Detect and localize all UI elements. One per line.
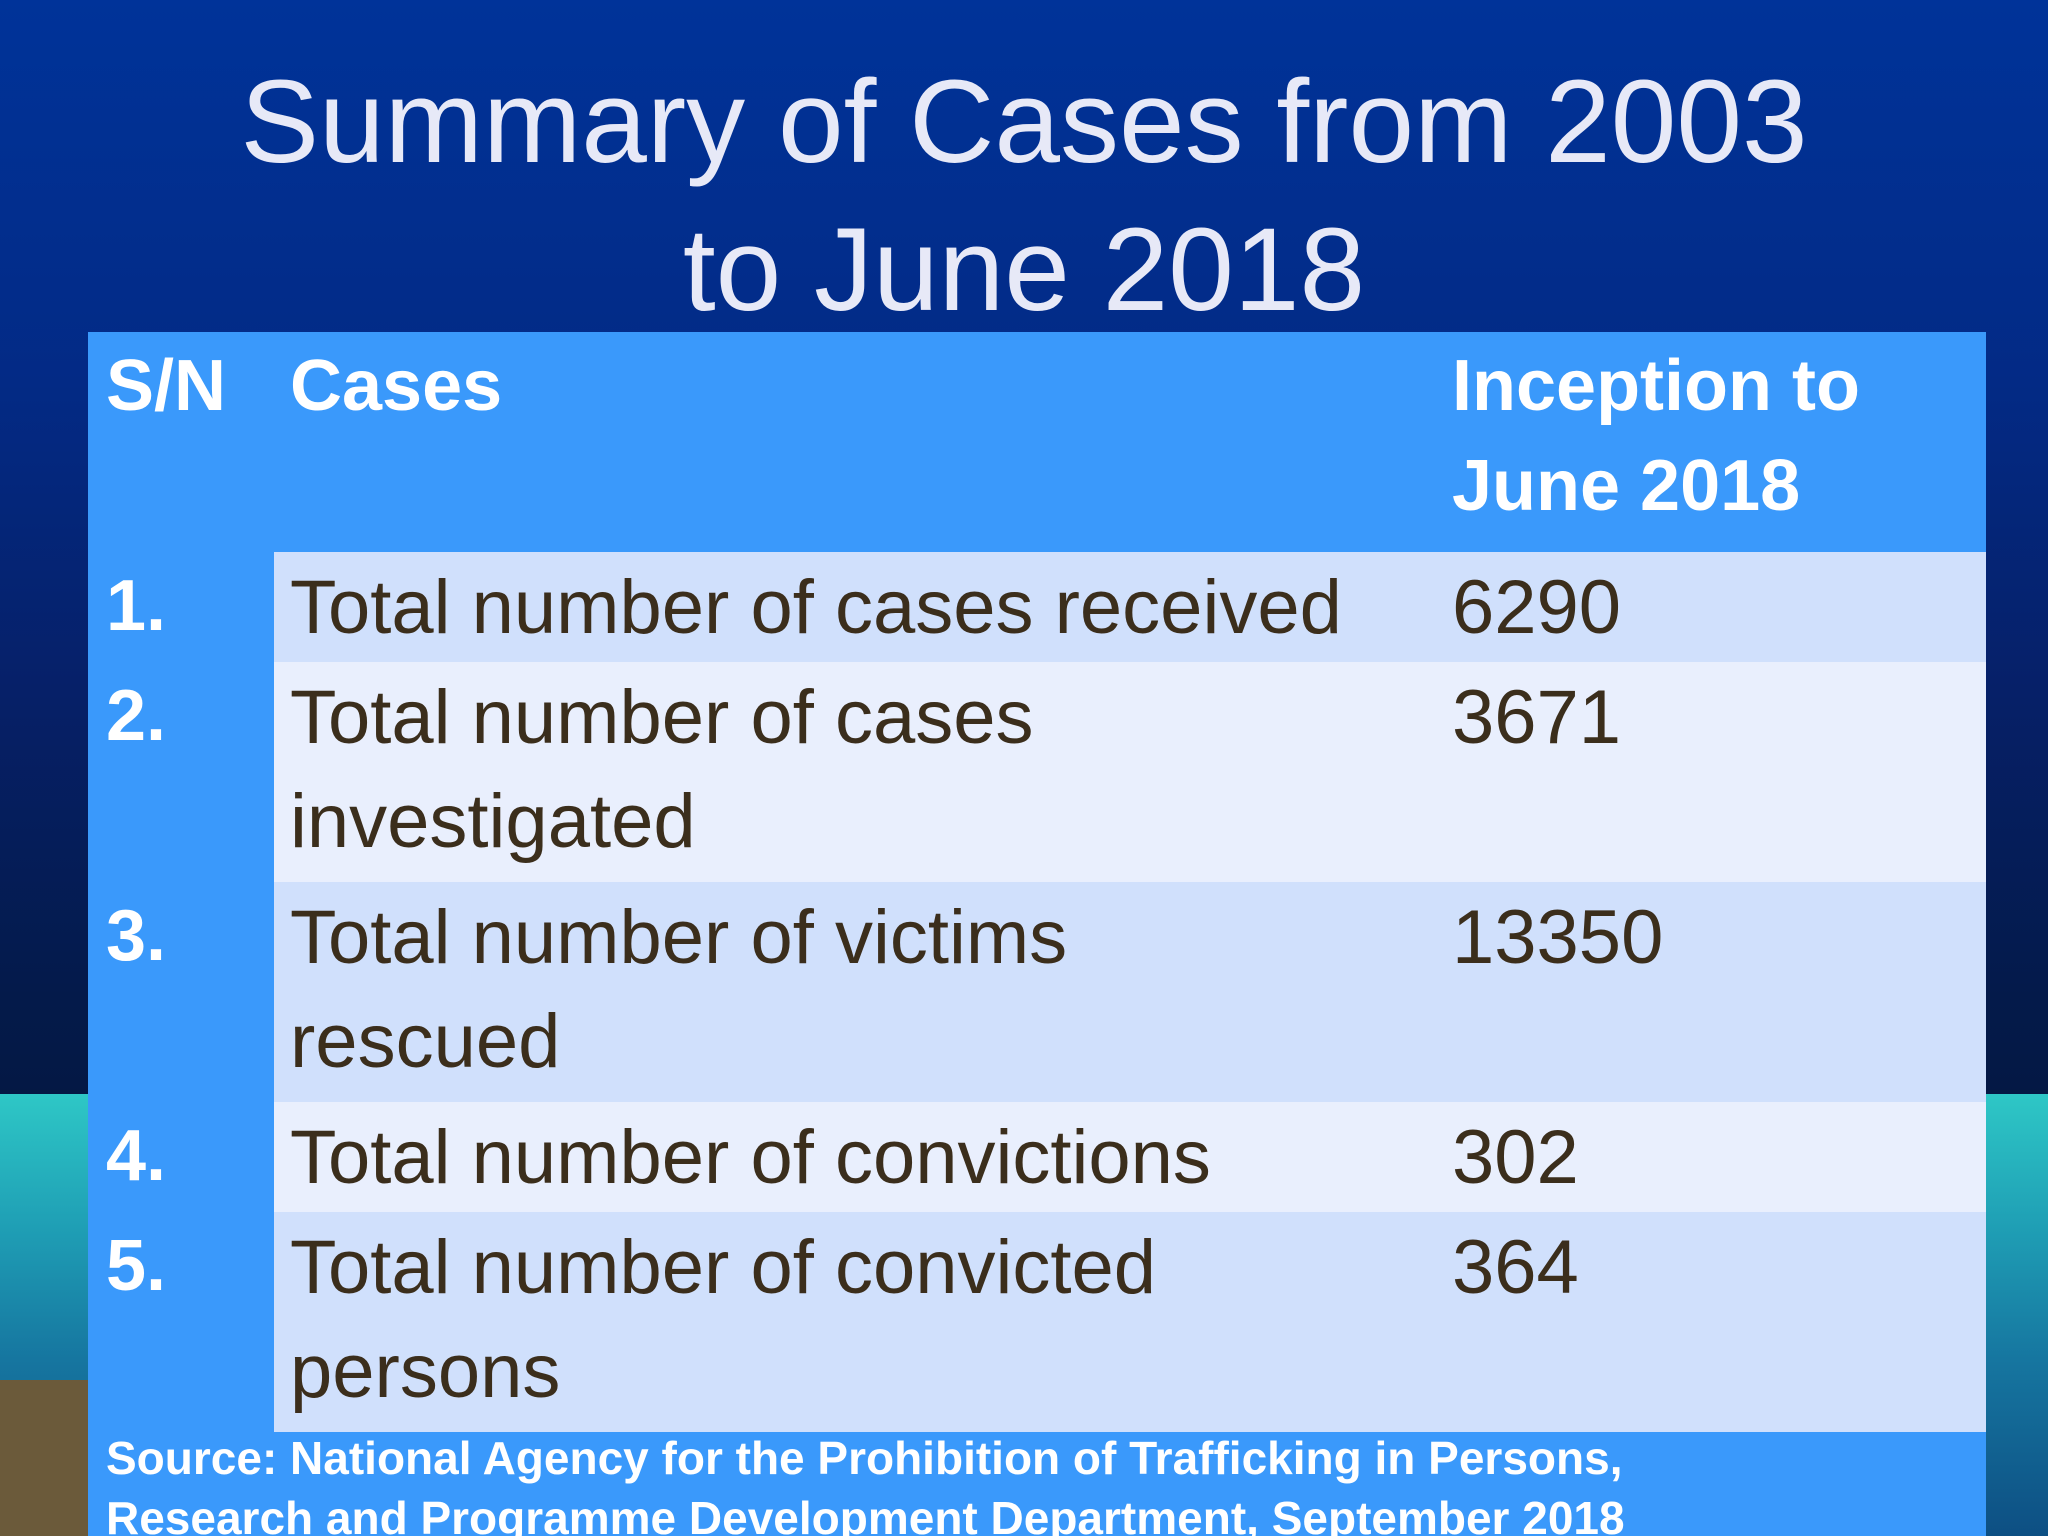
row-label: Total number of convicted persons — [290, 1216, 1470, 1424]
row-value: 3671 — [1452, 675, 1622, 760]
table-row: 5. Total number of convicted persons 364 — [88, 1212, 1986, 1432]
source-line-2: Research and Programme Development Depar… — [106, 1492, 1625, 1536]
row-label-line-1: Total number of convicted — [290, 1225, 1157, 1310]
header-inception-line-1: Inception to — [1452, 346, 1860, 426]
row-value: 364 — [1452, 1225, 1579, 1310]
row-background — [274, 1212, 1986, 1432]
table-row: 1. Total number of cases received 6290 — [88, 552, 1986, 662]
row-background — [274, 552, 1986, 662]
source-line-1: Source: National Agency for the Prohibit… — [106, 1432, 1623, 1484]
row-sn: 1. — [106, 566, 167, 646]
row-label: Total number of cases received — [290, 556, 1470, 660]
header-inception-line-2: June 2018 — [1452, 446, 1801, 526]
row-sn: 2. — [106, 676, 167, 756]
title-line-1: Summary of Cases from 2003 — [240, 56, 1808, 188]
row-background — [274, 662, 1986, 882]
row-sn: 3. — [106, 896, 167, 976]
table-row: 2. Total number of cases investigated 36… — [88, 662, 1986, 882]
row-sn: 4. — [106, 1116, 167, 1196]
source-citation: Source: National Agency for the Prohibit… — [106, 1428, 1986, 1536]
header-sn: S/N — [106, 346, 227, 426]
row-label-line-1: Total number of convictions — [290, 1115, 1211, 1200]
row-label-line-1: Total number of cases received — [290, 565, 1342, 650]
table-row: 3. Total number of victims rescued 13350 — [88, 882, 1986, 1102]
header-inception: Inception to June 2018 — [1452, 336, 1972, 536]
row-value: 13350 — [1452, 895, 1664, 980]
header-cases: Cases — [290, 346, 503, 426]
title-line-2: to June 2018 — [682, 204, 1366, 336]
row-background — [274, 1102, 1986, 1212]
row-sn: 5. — [106, 1226, 167, 1306]
row-label-line-1: Total number of cases — [290, 675, 1034, 760]
table-row: 4. Total number of convictions 302 — [88, 1102, 1986, 1212]
row-value: 302 — [1452, 1115, 1579, 1200]
row-label: Total number of victims rescued — [290, 886, 1470, 1094]
row-value: 6290 — [1452, 565, 1622, 650]
row-label-line-2: persons — [290, 1329, 561, 1414]
row-label-line-1: Total number of victims — [290, 895, 1068, 980]
row-label-line-2: investigated — [290, 779, 696, 864]
row-background — [274, 882, 1986, 1102]
table-header: S/N Cases Inception to June 2018 — [88, 332, 1986, 550]
row-label-line-2: rescued — [290, 999, 561, 1084]
slide-title: Summary of Cases from 2003 to June 2018 — [0, 48, 2048, 344]
row-label: Total number of cases investigated — [290, 666, 1470, 874]
row-label: Total number of convictions — [290, 1106, 1470, 1210]
cases-table: S/N Cases Inception to June 2018 1. Tota… — [88, 332, 1986, 1536]
